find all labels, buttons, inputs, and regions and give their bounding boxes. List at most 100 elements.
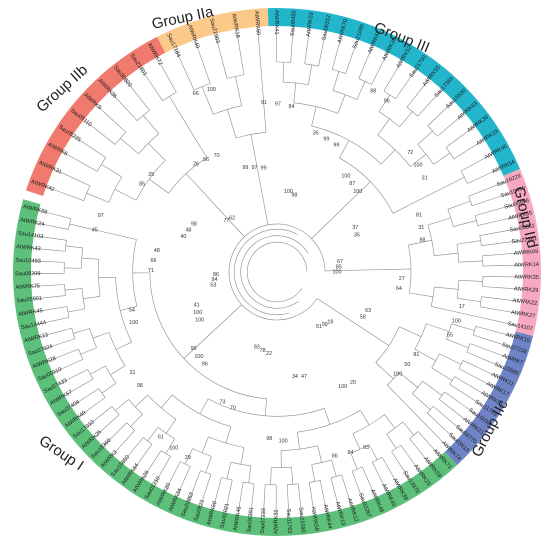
branch bbox=[378, 94, 391, 112]
branch bbox=[68, 175, 91, 187]
leaf-stem bbox=[287, 501, 290, 517]
branch bbox=[482, 286, 507, 289]
branch bbox=[434, 252, 459, 256]
branch bbox=[444, 391, 465, 407]
leaf-stem bbox=[498, 204, 513, 210]
tree-branches bbox=[32, 26, 522, 517]
leaf-stem bbox=[65, 387, 79, 396]
branch bbox=[426, 323, 450, 332]
leaf-stem bbox=[103, 434, 115, 446]
bootstrap-value: 99 bbox=[333, 143, 339, 149]
branch-arc bbox=[126, 422, 135, 431]
leaf-label: Sau08435 bbox=[290, 10, 298, 36]
branch-arc bbox=[98, 388, 106, 398]
bootstrap-value: 31 bbox=[130, 370, 136, 376]
branch-arc bbox=[108, 176, 123, 203]
leaf-stem bbox=[351, 40, 358, 55]
leaf-stem bbox=[34, 235, 50, 239]
bootstrap-value: 85 bbox=[336, 264, 342, 270]
branch-arc bbox=[283, 81, 309, 85]
branch bbox=[258, 42, 262, 73]
bootstrap-value: 100 bbox=[414, 162, 423, 168]
branch bbox=[417, 101, 432, 117]
branch bbox=[67, 308, 85, 313]
leaf-stem bbox=[200, 490, 206, 505]
leaf-stem bbox=[485, 168, 500, 176]
branch bbox=[62, 348, 79, 356]
branch bbox=[431, 367, 453, 381]
bootstrap-value: 100 bbox=[341, 174, 350, 180]
leaf-label: AtWRK60 bbox=[253, 11, 261, 36]
leaf-stem bbox=[505, 299, 521, 302]
branch-arc bbox=[271, 466, 292, 469]
bootstrap-value: 97 bbox=[252, 165, 258, 171]
group-band-III bbox=[267, 8, 521, 176]
bootstrap-value: 35 bbox=[354, 233, 360, 239]
leaf-label: AtWRK53 bbox=[306, 12, 315, 37]
branch bbox=[479, 306, 504, 312]
branch bbox=[216, 477, 222, 495]
leaf-label: AtWRK44 bbox=[322, 504, 333, 529]
bootstrap-value: 97 bbox=[98, 213, 104, 219]
bootstrap-value: 99 bbox=[323, 136, 329, 142]
leaf-stem bbox=[490, 181, 505, 188]
branch-arc bbox=[387, 372, 400, 386]
bootstrap-value: 100 bbox=[169, 445, 178, 451]
branch bbox=[48, 249, 66, 252]
branch bbox=[47, 284, 65, 286]
leaf-stem bbox=[380, 53, 388, 67]
branch bbox=[447, 200, 471, 210]
branch bbox=[308, 64, 312, 85]
branch bbox=[438, 398, 459, 415]
bootstrap-value: 29 bbox=[185, 455, 191, 461]
branch bbox=[181, 62, 195, 91]
branch bbox=[47, 261, 65, 263]
branch-arc bbox=[81, 247, 84, 269]
branch bbox=[380, 149, 396, 165]
branch bbox=[142, 115, 160, 134]
branch bbox=[165, 438, 175, 454]
branch bbox=[282, 62, 285, 83]
branch bbox=[172, 461, 181, 478]
leaf-stem bbox=[390, 471, 399, 486]
branch bbox=[399, 111, 413, 128]
leaf-label: Sau14103 bbox=[17, 231, 43, 241]
bootstrap-value: 96 bbox=[384, 99, 390, 105]
leaf-stem bbox=[39, 210, 55, 215]
branch bbox=[371, 66, 381, 85]
leaf-stem bbox=[368, 482, 376, 497]
branch-arc bbox=[105, 365, 117, 384]
branch bbox=[324, 408, 331, 425]
branch-arc bbox=[358, 78, 372, 85]
branch bbox=[477, 316, 502, 323]
bootstrap-value: 94 bbox=[211, 277, 217, 283]
branch bbox=[330, 477, 336, 495]
leaf-label: Sau14107 bbox=[507, 321, 533, 332]
leaf-label: AtWRK58 bbox=[310, 506, 320, 531]
branch bbox=[106, 414, 120, 427]
bootstrap-value: 99 bbox=[322, 322, 328, 328]
group-band-IIc bbox=[444, 331, 534, 466]
branch bbox=[67, 359, 84, 367]
branch bbox=[148, 178, 169, 194]
central-arc bbox=[244, 224, 269, 237]
bootstrap-value: 35 bbox=[313, 131, 319, 137]
leaf-stem bbox=[132, 457, 143, 471]
branch bbox=[433, 405, 452, 423]
branch bbox=[73, 328, 90, 334]
branch-arc bbox=[407, 244, 412, 294]
leaf-stem bbox=[154, 471, 163, 485]
bootstrap-value: 70 bbox=[214, 153, 220, 159]
leaf-stem bbox=[188, 486, 195, 501]
bootstrap-value: 31 bbox=[422, 175, 428, 181]
bootstrap-value: 73 bbox=[220, 399, 226, 405]
leaf-label: AtWRK24 bbox=[20, 217, 45, 228]
branch bbox=[107, 115, 126, 133]
branch bbox=[151, 450, 162, 466]
branch bbox=[471, 197, 495, 207]
branch bbox=[481, 242, 506, 246]
branch bbox=[406, 91, 420, 108]
branch bbox=[398, 372, 418, 388]
branch bbox=[409, 292, 434, 298]
leaf-stem bbox=[84, 120, 97, 130]
